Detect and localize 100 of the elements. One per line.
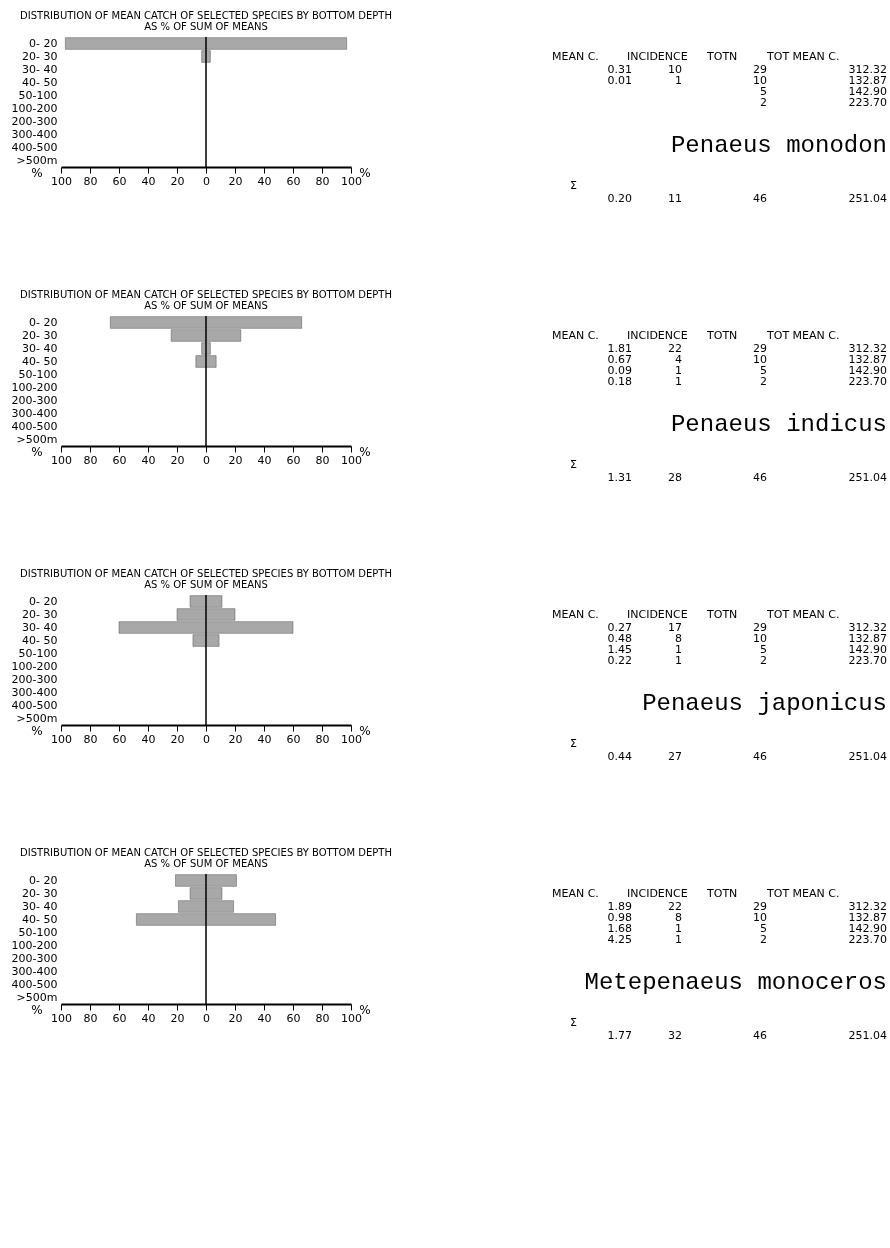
x-tick-label: 80 bbox=[315, 453, 330, 467]
x-tick-label: 80 bbox=[83, 732, 98, 746]
text: 312.32 bbox=[848, 63, 887, 76]
y-tick-label: 30- 40 bbox=[22, 341, 58, 355]
text: 22 bbox=[668, 342, 682, 355]
text: 4.25 bbox=[607, 933, 632, 946]
text: 5 bbox=[760, 643, 767, 656]
y-tick-label: 400-500 bbox=[11, 977, 58, 991]
text: 2 bbox=[760, 933, 767, 946]
y-tick-label: 300-400 bbox=[11, 685, 58, 699]
text: 223.70 bbox=[848, 375, 887, 388]
text: 251.04 bbox=[848, 750, 887, 763]
text: 11 bbox=[668, 192, 682, 205]
text: 2 bbox=[760, 375, 767, 388]
x-tick-label: 20 bbox=[170, 732, 185, 746]
text: 132.87 bbox=[848, 74, 887, 87]
text: 0.27 bbox=[607, 621, 632, 634]
category-label: INCIDENCE bbox=[627, 608, 688, 621]
chart-subtitle: AS % OF SUM OF MEANS bbox=[144, 21, 268, 33]
text: 46 bbox=[753, 192, 767, 205]
text: 46 bbox=[753, 1029, 767, 1042]
text: 46 bbox=[753, 750, 767, 763]
text: 1 bbox=[675, 364, 682, 377]
y-tick-label: 0- 20 bbox=[29, 594, 58, 608]
y-tick-label: 50-100 bbox=[18, 88, 58, 102]
y-tick-label: 20- 30 bbox=[22, 607, 58, 621]
text: 251.04 bbox=[848, 1029, 887, 1042]
y-tick-label: 400-500 bbox=[11, 419, 58, 433]
y-tick-label: 20- 30 bbox=[22, 49, 58, 63]
y-tick-label: 200-300 bbox=[11, 951, 58, 965]
x-tick-label: 20 bbox=[170, 1011, 185, 1025]
category-label: INCIDENCE bbox=[627, 887, 688, 900]
x-tick-label: 80 bbox=[83, 174, 98, 188]
text: 0.20 bbox=[607, 192, 632, 205]
y-tick-label: 400-500 bbox=[11, 698, 58, 712]
x-tick-label: 40 bbox=[141, 453, 156, 467]
y-tick-label: >500m bbox=[16, 432, 58, 446]
y-tick-label: 50-100 bbox=[18, 646, 58, 660]
category-label: Σ bbox=[570, 458, 577, 471]
text: 10 bbox=[753, 74, 767, 87]
text: 10 bbox=[753, 911, 767, 924]
x-tick-label: 40 bbox=[257, 1011, 272, 1025]
y-tick-label: 20- 30 bbox=[22, 328, 58, 342]
text: 1 bbox=[675, 933, 682, 946]
text: 4 bbox=[675, 353, 682, 366]
category-label: TOTN bbox=[706, 50, 738, 63]
text: % bbox=[31, 166, 43, 180]
chart-subtitle: AS % OF SUM OF MEANS bbox=[144, 858, 268, 870]
category-label: INCIDENCE bbox=[627, 329, 688, 342]
text: 1.89 bbox=[607, 900, 632, 913]
text: 142.90 bbox=[848, 643, 887, 656]
text: 5 bbox=[760, 85, 767, 98]
text: 223.70 bbox=[848, 933, 887, 946]
y-tick-label: >500m bbox=[16, 990, 58, 1004]
category-label: MEAN C. bbox=[552, 608, 599, 621]
x-tick-label: 20 bbox=[170, 453, 185, 467]
category-label: Σ bbox=[570, 1016, 577, 1029]
x-tick-label: 80 bbox=[83, 1011, 98, 1025]
text: % bbox=[31, 445, 43, 459]
text: 142.90 bbox=[848, 85, 887, 98]
x-tick-label: 40 bbox=[257, 732, 272, 746]
category-label: MEAN C. bbox=[552, 887, 599, 900]
text: Metepenaeus monoceros bbox=[584, 969, 887, 996]
text: 223.70 bbox=[848, 96, 887, 109]
y-tick-label: 200-300 bbox=[11, 114, 58, 128]
x-tick-label: 60 bbox=[286, 453, 301, 467]
chart-subtitle: AS % OF SUM OF MEANS bbox=[144, 579, 268, 591]
text: 1 bbox=[675, 74, 682, 87]
text: 2 bbox=[760, 96, 767, 109]
text: 251.04 bbox=[848, 471, 887, 484]
text: % bbox=[31, 724, 43, 738]
x-tick-label: 40 bbox=[141, 1011, 156, 1025]
y-tick-label: 40- 50 bbox=[22, 354, 58, 368]
text: 0.67 bbox=[607, 353, 632, 366]
x-tick-label: 20 bbox=[228, 1011, 243, 1025]
y-tick-label: 30- 40 bbox=[22, 62, 58, 76]
text: 5 bbox=[760, 922, 767, 935]
text: Penaeus indicus bbox=[670, 411, 887, 438]
text: 142.90 bbox=[848, 922, 887, 935]
text: 223.70 bbox=[848, 654, 887, 667]
x-tick-label: 40 bbox=[257, 453, 272, 467]
y-tick-label: 300-400 bbox=[11, 406, 58, 420]
text: 0.22 bbox=[607, 654, 632, 667]
text: 142.90 bbox=[848, 364, 887, 377]
x-tick-label: 100 bbox=[341, 174, 362, 188]
text: 17 bbox=[668, 621, 682, 634]
chart-subtitle: AS % OF SUM OF MEANS bbox=[144, 300, 268, 312]
text: 1 bbox=[675, 643, 682, 656]
x-tick-label: 40 bbox=[141, 732, 156, 746]
category-label: TOTN bbox=[706, 329, 738, 342]
x-tick-label: 80 bbox=[83, 453, 98, 467]
y-tick-label: 100-200 bbox=[11, 659, 58, 673]
y-tick-label: 40- 50 bbox=[22, 75, 58, 89]
x-tick-label: 100 bbox=[51, 174, 72, 188]
text: 312.32 bbox=[848, 621, 887, 634]
text: 1.77 bbox=[607, 1029, 632, 1042]
text: 132.87 bbox=[848, 911, 887, 924]
category-label: Σ bbox=[570, 737, 577, 750]
y-tick-label: 30- 40 bbox=[22, 899, 58, 913]
x-tick-label: 20 bbox=[170, 174, 185, 188]
